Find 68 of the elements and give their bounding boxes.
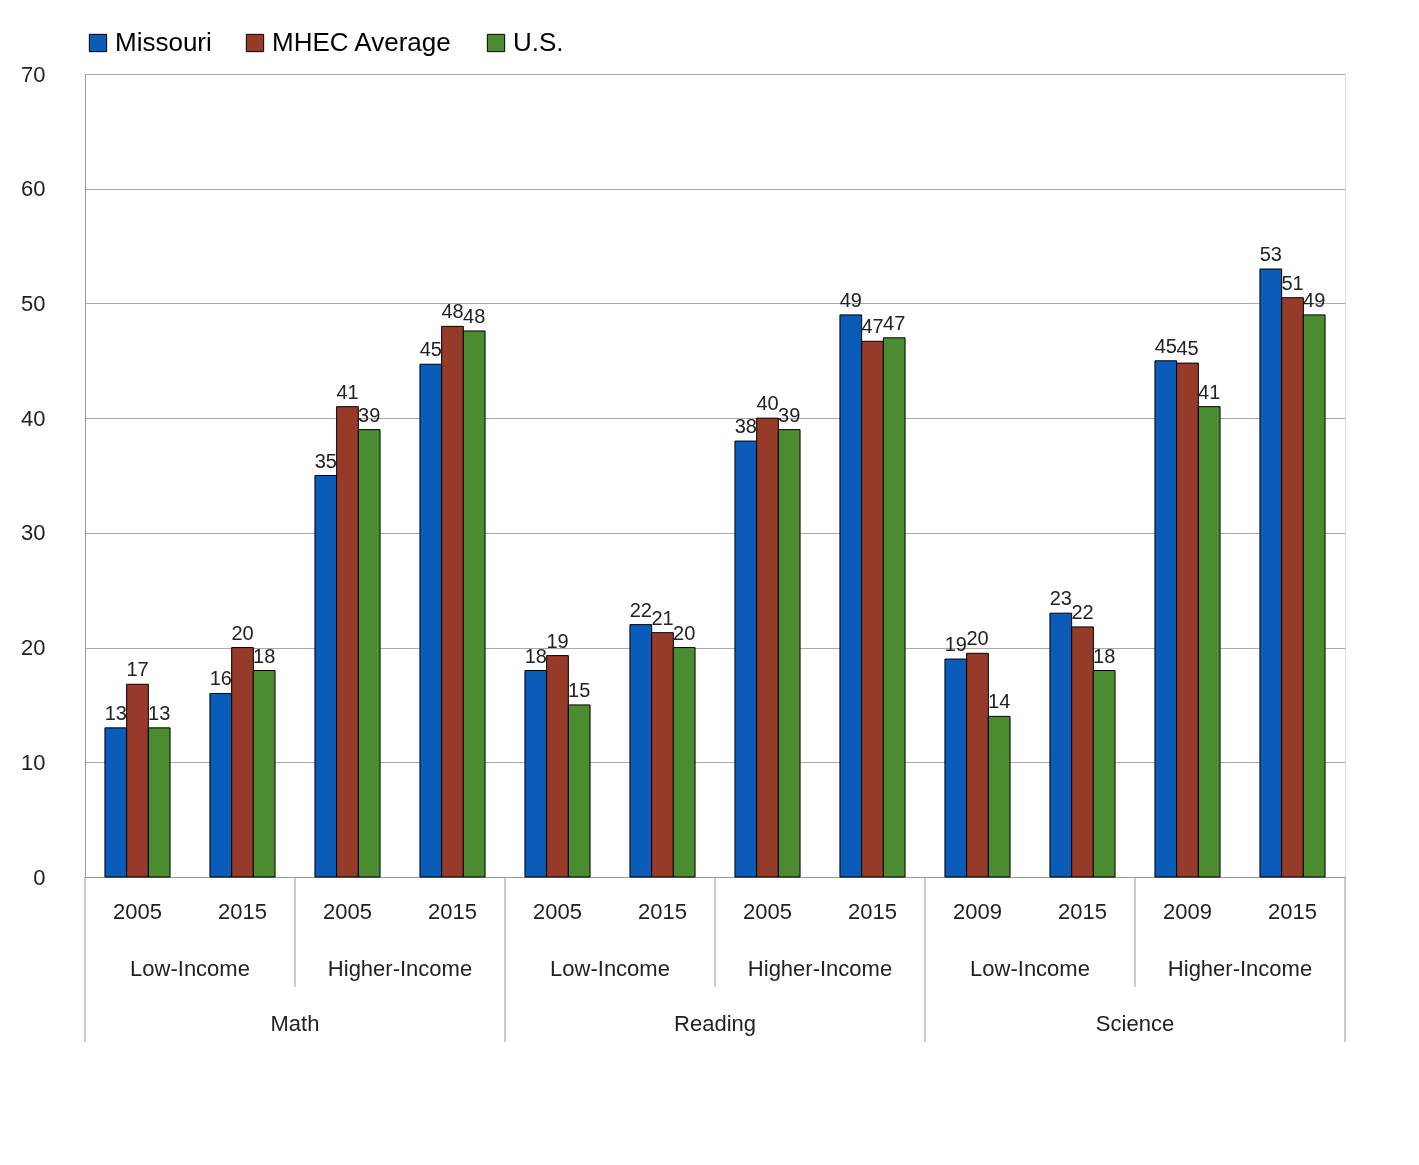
y-tick-label: 60 <box>21 176 46 202</box>
data-label: 17 <box>126 658 149 681</box>
text: Higher-Income <box>327 956 473 981</box>
data-label: 16 <box>209 667 232 690</box>
x-tick-label: 2015 <box>218 898 267 924</box>
data-label: 45 <box>1176 337 1199 360</box>
data-label: 49 <box>839 288 862 311</box>
data-label: 20 <box>673 621 696 644</box>
x-tick-label: 2015 <box>428 898 477 924</box>
y-tick-label: 50 <box>21 290 46 316</box>
data-label: 45 <box>419 338 442 361</box>
x-tick-label: 2015 <box>1058 898 1107 924</box>
data-label: 47 <box>861 315 884 338</box>
data-label: 18 <box>1093 644 1116 667</box>
text: Low-Income <box>130 956 250 981</box>
data-label: 39 <box>358 403 381 426</box>
data-label: 47 <box>883 311 906 334</box>
data-label: 21 <box>651 606 674 629</box>
text: Math <box>270 1011 320 1036</box>
data-label: 18 <box>253 644 276 667</box>
y-tick-label: 20 <box>21 635 46 661</box>
x-tick-label: 2015 <box>1268 898 1317 924</box>
data-label: 13 <box>148 701 171 724</box>
y-tick-label: 30 <box>21 520 46 546</box>
legend-label: MHEC Average <box>272 27 451 57</box>
x-tick-label: 2005 <box>743 898 792 924</box>
data-label: 19 <box>546 629 569 652</box>
text: Low-Income <box>970 956 1090 981</box>
x-tick-label: 2005 <box>323 898 372 924</box>
data-label: 41 <box>336 380 359 403</box>
x-tick-label: 2015 <box>848 898 897 924</box>
data-label: 40 <box>756 392 779 415</box>
text: Reading <box>674 1011 756 1036</box>
data-label: 18 <box>524 644 547 667</box>
data-label: 22 <box>1071 600 1094 623</box>
text: Higher-Income <box>747 956 893 981</box>
text: Low-Income <box>550 956 670 981</box>
x-tick-label: 2005 <box>113 898 162 924</box>
data-label: 39 <box>778 403 801 426</box>
y-tick-label: 0 <box>33 864 46 890</box>
data-label: 22 <box>629 598 652 621</box>
data-label: 48 <box>463 304 486 327</box>
data-label: 45 <box>1154 334 1177 357</box>
y-tick-label: 70 <box>21 61 46 87</box>
data-label: 20 <box>231 621 254 644</box>
data-label: 51 <box>1281 271 1304 294</box>
data-label: 19 <box>944 633 967 656</box>
text: Science <box>1095 1011 1175 1036</box>
data-label: 20 <box>966 627 989 650</box>
data-label: 49 <box>1303 288 1326 311</box>
data-label: 14 <box>988 690 1011 713</box>
legend-label: Missouri <box>115 27 212 57</box>
x-tick-label: 2009 <box>953 898 1002 924</box>
y-tick-label: 40 <box>21 405 46 431</box>
data-label: 23 <box>1049 587 1072 610</box>
data-label: 15 <box>568 678 591 701</box>
x-tick-label: 2015 <box>638 898 687 924</box>
legend-label: U.S. <box>513 27 564 57</box>
y-tick-label: 10 <box>21 749 46 775</box>
text: Higher-Income <box>1167 956 1313 981</box>
data-label: 13 <box>104 701 127 724</box>
data-label: 35 <box>314 449 337 472</box>
data-label: 53 <box>1259 243 1282 266</box>
data-label: 41 <box>1198 380 1221 403</box>
data-label: 38 <box>734 415 757 438</box>
x-tick-label: 2009 <box>1163 898 1212 924</box>
data-label: 48 <box>441 300 464 323</box>
x-tick-label: 2005 <box>533 898 582 924</box>
